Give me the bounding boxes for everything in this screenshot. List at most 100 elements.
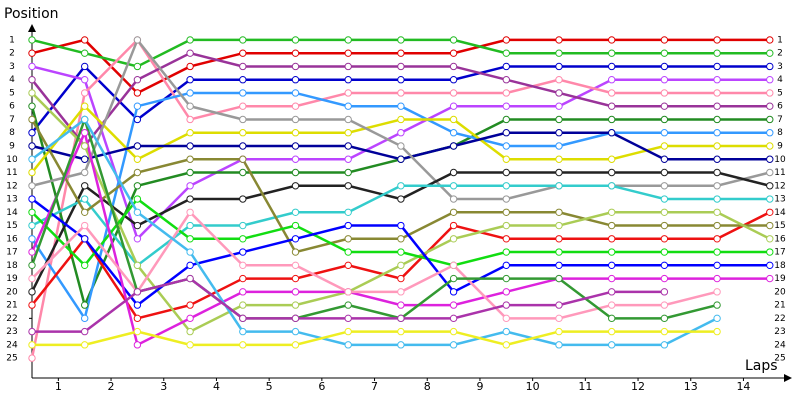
position-marker [607,314,616,323]
position-marker [28,168,36,177]
position-marker [660,221,669,230]
position-marker [502,49,510,57]
position-marker [449,36,458,44]
position-marker [607,327,616,336]
position-marker [449,327,458,336]
position-marker [291,36,300,44]
position-marker [28,274,36,283]
position-marker [239,301,247,309]
position-marker [449,142,458,150]
position-marker [397,301,405,309]
position-marker [449,288,458,296]
position-marker [80,129,89,137]
position-marker [502,182,510,190]
position-marker [186,248,194,256]
position-marker [186,221,194,230]
position-marker [555,168,563,177]
position-marker [713,49,721,57]
position-marker [344,115,352,124]
y-tick-label: 25 [6,354,17,364]
position-marker [28,115,36,124]
position-marker [28,261,36,270]
position-marker [449,102,458,110]
y-tick-label-right: 20 [774,287,786,297]
position-marker [555,76,563,84]
y-tick-label-right: 5 [777,88,783,98]
position-marker [766,235,774,243]
x-tick-label: 11 [578,380,592,393]
position-marker [502,195,510,203]
position-marker [28,142,36,150]
position-marker [80,221,89,230]
position-marker [766,89,774,97]
position-marker [607,49,616,57]
position-marker [397,142,405,150]
position-marker [713,76,721,84]
position-marker [28,76,36,84]
position-marker [449,301,458,309]
position-marker [344,341,352,349]
position-marker [186,36,194,44]
position-marker [291,221,300,230]
position-marker [239,168,247,177]
position-marker [291,274,300,283]
position-marker [186,62,194,71]
position-line [32,330,718,347]
y-tick-label-right: 9 [777,141,783,151]
position-marker [239,102,247,110]
position-marker [713,182,721,190]
position-marker [766,261,774,270]
y-tick-label-right: 24 [774,340,786,350]
position-marker [186,261,194,270]
position-marker [80,314,89,323]
position-marker [80,208,89,216]
x-tick-label: 5 [266,380,273,393]
position-marker [766,115,774,124]
position-marker [397,221,405,230]
position-marker [133,327,142,336]
position-marker [713,208,721,216]
position-marker [766,182,774,190]
position-marker [660,327,669,336]
position-marker [713,36,721,44]
position-marker [502,208,510,216]
position-marker [766,102,774,110]
position-marker [766,248,774,256]
position-marker [344,142,352,150]
y-axis-arrow [28,24,36,32]
position-marker [502,89,510,97]
position-marker [80,115,89,124]
position-marker [449,274,458,283]
position-marker [344,49,352,57]
position-marker [28,129,36,137]
position-marker [555,314,563,323]
position-marker [239,235,247,243]
y-tick-label: 16 [6,234,18,244]
position-marker [239,341,247,349]
position-marker [502,36,510,44]
position-marker [449,49,458,57]
position-marker [397,195,405,203]
y-tick-label: 13 [6,195,17,205]
position-marker [713,261,721,270]
position-marker [660,49,669,57]
position-marker [502,248,510,256]
position-marker [344,89,352,97]
position-marker [502,235,510,243]
y-tick-label: 10 [6,155,18,165]
x-tick-label: 3 [160,380,167,393]
position-marker [80,195,89,203]
y-tick-label-right: 17 [774,248,785,258]
position-marker [397,261,405,270]
position-marker [186,49,194,57]
position-marker [502,155,510,163]
position-marker [344,62,352,71]
position-marker [239,274,247,283]
position-marker [713,195,721,203]
position-marker [291,129,300,137]
position-marker [607,261,616,270]
position-marker [555,235,563,243]
position-marker [502,129,510,137]
position-marker [186,89,194,97]
